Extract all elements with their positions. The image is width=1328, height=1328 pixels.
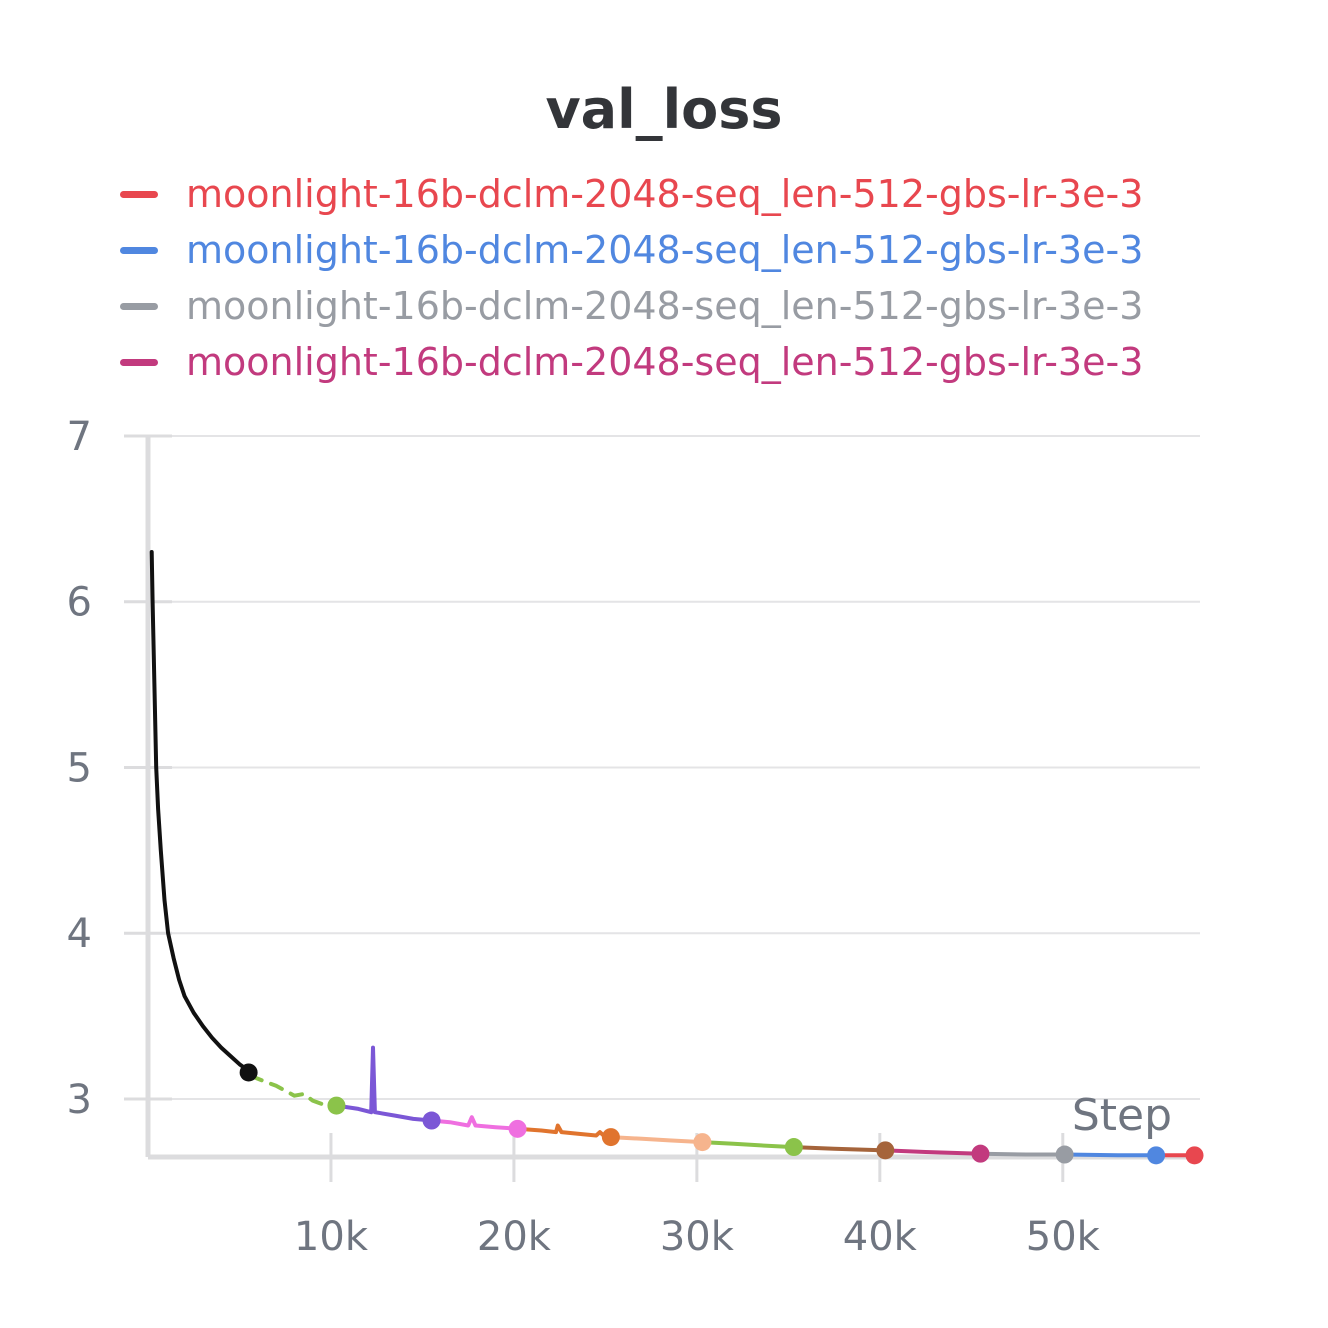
y-tick-label: 5 (67, 745, 92, 791)
legend-swatch (120, 302, 158, 310)
axes: 3 4 5 6 7 10k 20k 30k 40k 50k (67, 414, 1200, 1260)
series-line[interactable] (608, 1135, 705, 1145)
series-line[interactable] (334, 1045, 434, 1123)
x-tick-label: 30k (660, 1214, 735, 1260)
series-end-marker[interactable] (1185, 1146, 1204, 1165)
legend-item[interactable]: moonlight-16b-dclm-2048-seq_len-512-gbs-… (120, 278, 1143, 334)
series-end-marker[interactable] (327, 1096, 346, 1115)
legend-swatch (120, 190, 158, 198)
y-tick-label: 4 (67, 911, 92, 957)
series-end-marker[interactable] (1147, 1146, 1166, 1165)
series-line[interactable] (883, 1148, 983, 1156)
legend-swatch (120, 358, 158, 366)
series-line[interactable] (978, 1151, 1067, 1157)
chart-title: val_loss (545, 78, 783, 141)
series-line[interactable] (1062, 1152, 1159, 1158)
y-tick-label: 3 (67, 1077, 92, 1123)
series-end-marker[interactable] (784, 1138, 803, 1157)
y-tick-label: 7 (67, 414, 92, 460)
series-end-marker[interactable] (971, 1144, 990, 1163)
series-line[interactable] (429, 1115, 520, 1131)
series-line[interactable] (248, 1073, 339, 1108)
series-end-markers (239, 1063, 1204, 1165)
series-end-marker[interactable] (508, 1119, 527, 1138)
series-end-marker[interactable] (693, 1133, 712, 1152)
legend-label: moonlight-16b-dclm-2048-seq_len-512-gbs-… (186, 340, 1144, 384)
series-line[interactable] (149, 550, 251, 1073)
y-tick-label: 6 (67, 580, 92, 626)
series-end-marker[interactable] (1055, 1145, 1074, 1164)
legend-swatch (120, 246, 158, 254)
series-end-marker[interactable] (422, 1111, 441, 1130)
legend-item[interactable]: moonlight-16b-dclm-2048-seq_len-512-gbs-… (120, 334, 1143, 390)
x-tick-label: 50k (1026, 1214, 1101, 1260)
legend-label: moonlight-16b-dclm-2048-seq_len-512-gbs-… (186, 172, 1144, 216)
gridlines (148, 435, 1200, 1100)
series-line[interactable] (700, 1140, 796, 1150)
series-lines (149, 550, 1197, 1158)
series-line[interactable] (515, 1123, 613, 1140)
x-tick-label: 10k (294, 1214, 369, 1260)
x-tick-label: 20k (477, 1214, 552, 1260)
series-end-marker[interactable] (876, 1141, 895, 1160)
x-tick-label: 40k (843, 1214, 918, 1260)
series-line[interactable] (791, 1145, 888, 1153)
series-end-marker[interactable] (601, 1128, 620, 1147)
legend-label: moonlight-16b-dclm-2048-seq_len-512-gbs-… (186, 228, 1144, 272)
legend-item[interactable]: moonlight-16b-dclm-2048-seq_len-512-gbs-… (120, 166, 1143, 222)
legend: moonlight-16b-dclm-2048-seq_len-512-gbs-… (120, 166, 1143, 390)
legend-label: moonlight-16b-dclm-2048-seq_len-512-gbs-… (186, 284, 1144, 328)
legend-item[interactable]: moonlight-16b-dclm-2048-seq_len-512-gbs-… (120, 222, 1143, 278)
series-end-marker[interactable] (239, 1063, 258, 1082)
x-axis-label: Step (1072, 1090, 1172, 1141)
